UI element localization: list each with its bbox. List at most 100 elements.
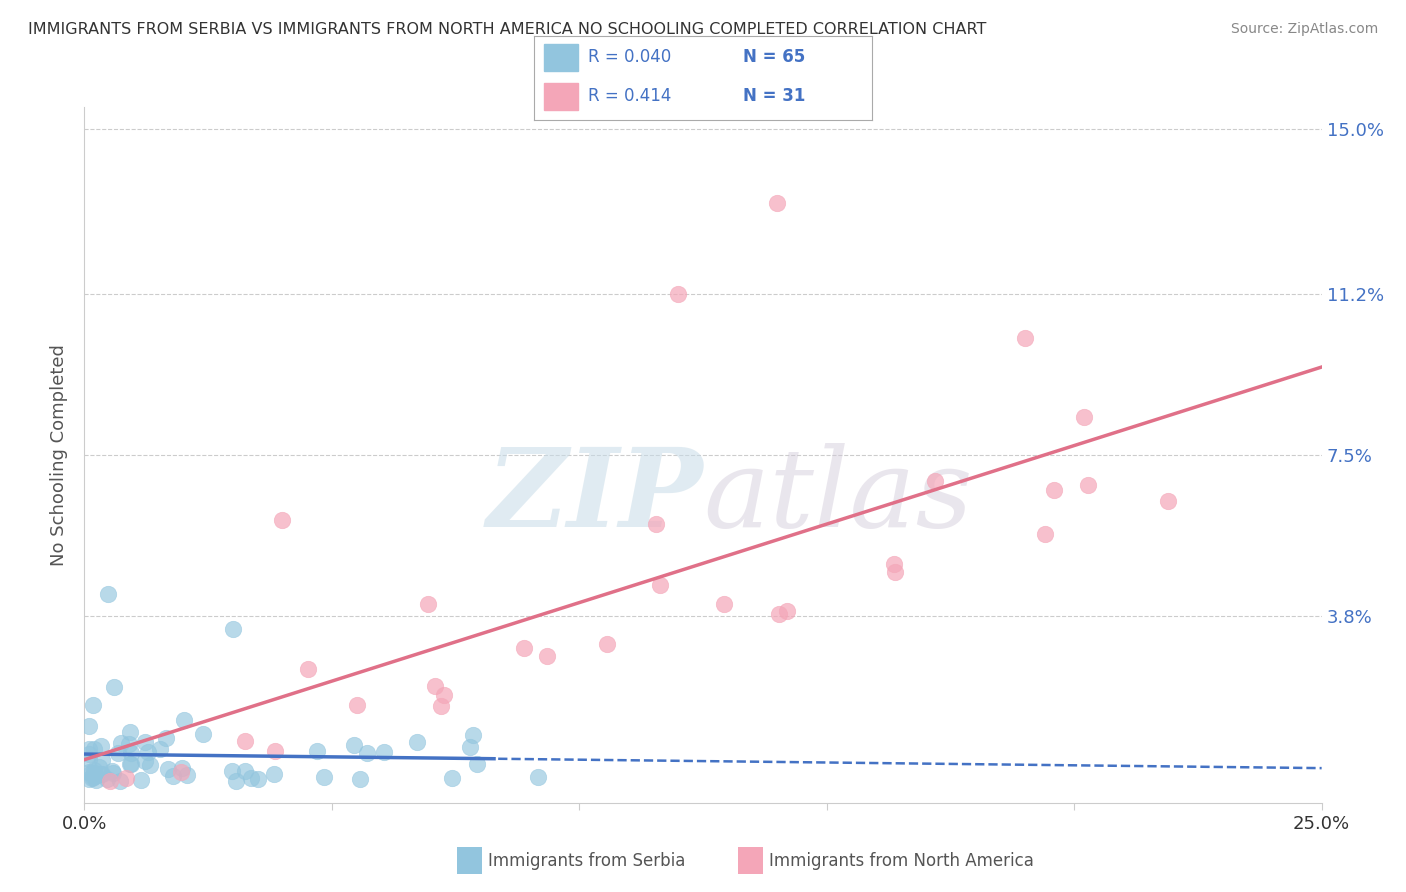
Point — [107, 746, 129, 760]
Point — [425, 680, 447, 694]
Point — [118, 756, 141, 771]
Point — [84, 772, 107, 787]
Point — [1033, 526, 1056, 541]
Text: R = 0.040: R = 0.040 — [588, 48, 672, 66]
Point — [240, 772, 263, 786]
Point — [314, 771, 336, 785]
Point — [79, 765, 101, 780]
Point — [131, 772, 153, 787]
Text: Source: ZipAtlas.com: Source: ZipAtlas.com — [1230, 22, 1378, 37]
Text: atlas: atlas — [703, 443, 973, 550]
Point — [246, 772, 269, 786]
Point — [406, 734, 429, 748]
Point — [120, 746, 142, 760]
Point — [134, 754, 156, 768]
Y-axis label: No Schooling Completed: No Schooling Completed — [51, 344, 69, 566]
Point — [191, 726, 214, 740]
Point — [80, 771, 103, 785]
Point — [883, 557, 905, 571]
Point — [713, 597, 735, 611]
Text: IMMIGRANTS FROM SERBIA VS IMMIGRANTS FROM NORTH AMERICA NO SCHOOLING COMPLETED C: IMMIGRANTS FROM SERBIA VS IMMIGRANTS FRO… — [28, 22, 987, 37]
Point — [136, 746, 159, 760]
Point — [91, 753, 114, 767]
Point — [233, 734, 256, 748]
Point — [264, 744, 287, 758]
Point — [766, 195, 789, 210]
Point — [440, 771, 463, 785]
Point — [79, 718, 101, 732]
Point — [90, 767, 112, 781]
Text: ZIP: ZIP — [486, 443, 703, 550]
Point — [305, 744, 328, 758]
Point — [596, 637, 619, 651]
Point — [96, 772, 118, 787]
Text: R = 0.414: R = 0.414 — [588, 87, 672, 105]
Point — [114, 771, 136, 785]
Point — [162, 769, 184, 783]
Point — [1157, 494, 1180, 508]
Point — [225, 773, 247, 788]
Point — [108, 773, 131, 788]
Point — [170, 765, 193, 780]
Point — [157, 762, 180, 776]
Point — [82, 770, 104, 784]
Point — [222, 622, 245, 636]
Point — [79, 752, 101, 766]
Point — [79, 741, 101, 756]
Point — [79, 747, 101, 762]
Point — [349, 772, 371, 786]
Point — [1014, 330, 1036, 344]
Point — [433, 688, 456, 702]
Point — [356, 746, 378, 760]
Point — [120, 757, 142, 772]
FancyBboxPatch shape — [544, 83, 578, 111]
Text: N = 31: N = 31 — [744, 87, 806, 105]
Point — [173, 713, 195, 727]
Point — [513, 641, 536, 656]
Point — [527, 770, 550, 784]
Point — [91, 767, 114, 781]
Point — [118, 725, 141, 739]
Point — [461, 728, 484, 742]
Point — [373, 745, 395, 759]
Point — [176, 768, 198, 782]
Point — [83, 742, 105, 756]
Point — [80, 765, 103, 780]
Point — [1077, 477, 1099, 491]
Point — [776, 604, 799, 618]
Point — [924, 474, 946, 488]
Point — [460, 739, 482, 754]
Point — [884, 565, 907, 579]
Point — [101, 764, 124, 779]
Point — [297, 661, 319, 675]
Point — [271, 513, 294, 527]
Point — [263, 767, 285, 781]
Point — [83, 764, 105, 778]
Point — [118, 737, 141, 751]
Point — [149, 742, 172, 756]
Point — [103, 680, 125, 694]
Point — [89, 760, 111, 774]
Point — [343, 739, 366, 753]
Point — [83, 765, 105, 780]
FancyBboxPatch shape — [544, 45, 578, 71]
Point — [648, 577, 671, 591]
Point — [84, 769, 107, 783]
Point — [346, 698, 368, 713]
Point — [536, 649, 558, 664]
Point — [233, 764, 256, 779]
Point — [101, 766, 124, 780]
Text: Immigrants from Serbia: Immigrants from Serbia — [488, 852, 685, 870]
Point — [416, 597, 439, 611]
Point — [465, 756, 488, 771]
Point — [98, 774, 121, 789]
Point — [90, 739, 112, 753]
Point — [82, 698, 104, 712]
Point — [768, 607, 790, 621]
Point — [1073, 410, 1095, 425]
Point — [666, 287, 689, 301]
Point — [97, 587, 120, 601]
Text: N = 65: N = 65 — [744, 48, 806, 66]
Point — [221, 764, 243, 779]
Point — [155, 731, 177, 745]
